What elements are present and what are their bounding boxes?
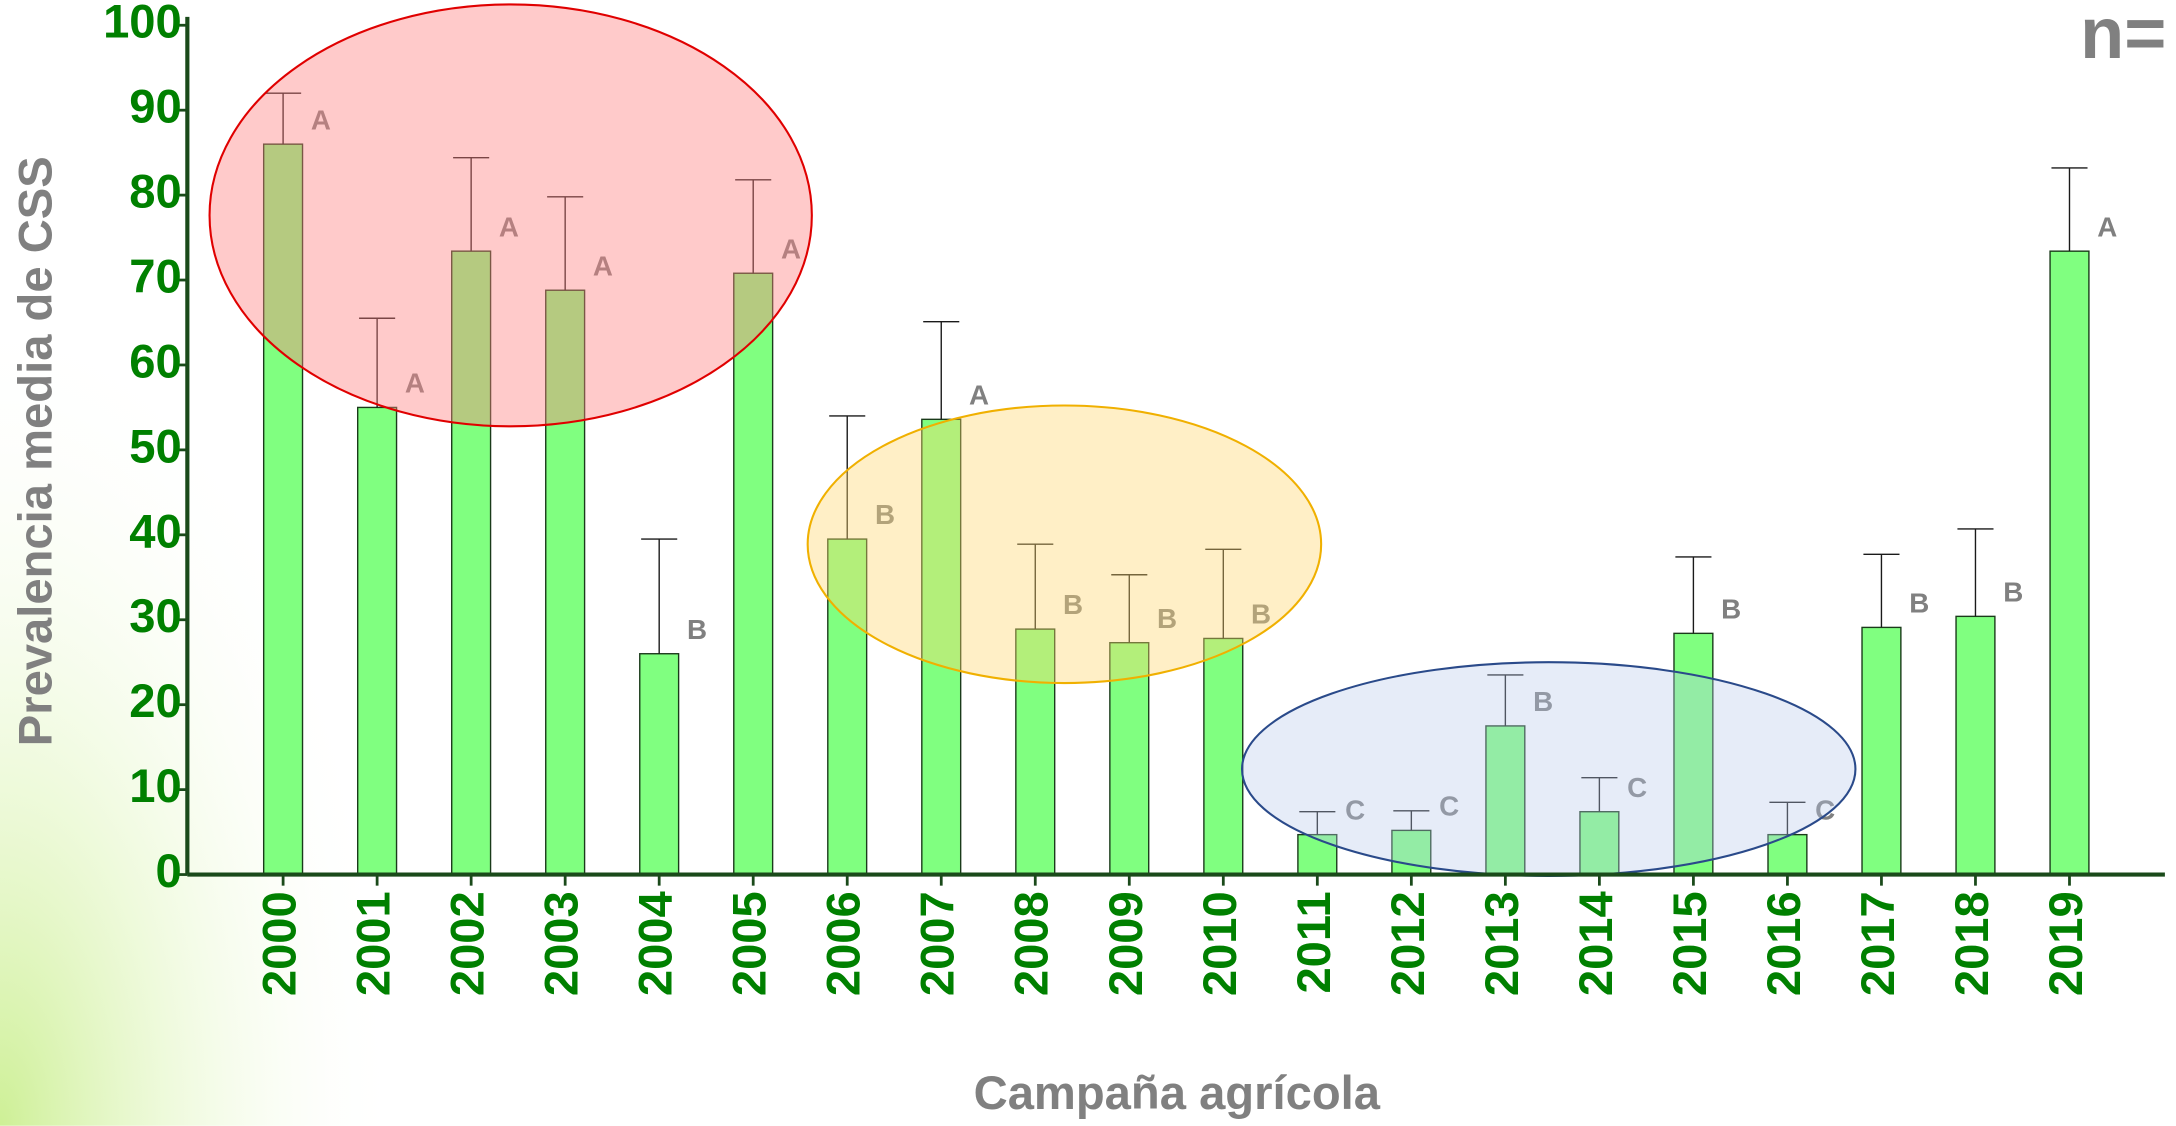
bar <box>357 406 398 876</box>
x-tick-label: 2018 <box>1945 891 1998 996</box>
x-tick-label: 2002 <box>441 891 494 996</box>
bar <box>1579 811 1620 876</box>
bar <box>1861 626 1902 876</box>
y-tick-label: 60 <box>129 334 181 387</box>
error-bar <box>641 538 678 654</box>
y-tick-label: 10 <box>129 759 181 812</box>
x-tick-label: 2017 <box>1851 891 1904 996</box>
x-tick-label: 2015 <box>1663 891 1716 996</box>
highlight-ellipse <box>806 404 1323 685</box>
error-bar <box>829 415 866 540</box>
group-letter: B <box>1251 599 1271 630</box>
bar <box>639 653 680 876</box>
group-letter: A <box>2097 211 2117 242</box>
error-bar <box>265 92 302 145</box>
x-tick-label: 2007 <box>911 891 964 996</box>
y-tick-label: 100 <box>103 0 182 48</box>
error-bar <box>1299 811 1336 835</box>
group-letter: C <box>1439 791 1459 822</box>
x-tick-label: 2016 <box>1757 891 1810 996</box>
error-bar <box>1205 548 1242 639</box>
error-bar <box>1675 556 1712 634</box>
x-tick-label: 2009 <box>1099 891 1152 996</box>
y-tick-label: 50 <box>129 419 181 472</box>
bar <box>262 143 304 876</box>
error-bar <box>1487 674 1524 726</box>
y-tick-label: 30 <box>129 589 181 642</box>
error-bar <box>1393 810 1430 831</box>
group-letter: B <box>2003 576 2023 607</box>
group-letter: B <box>1533 686 1553 717</box>
error-bar <box>1581 777 1618 812</box>
x-axis-title: Campaña agrícola <box>974 1066 1381 1119</box>
y-axis-title: Prevalencia media de CSS <box>8 156 61 746</box>
group-letter: B <box>1157 603 1177 634</box>
group-letter: B <box>875 499 895 530</box>
group-letter: B <box>1909 588 1929 619</box>
error-bar <box>547 196 584 291</box>
group-letter: A <box>969 379 989 410</box>
bar <box>1109 641 1150 876</box>
highlight-ellipse <box>1241 661 1857 877</box>
bar <box>1203 637 1244 876</box>
highlight-ellipse <box>208 3 813 428</box>
y-tick-label: 0 <box>156 844 182 897</box>
x-tick-label: 2005 <box>723 891 776 996</box>
bar <box>545 289 586 876</box>
y-tick-label: 20 <box>129 674 181 727</box>
group-letter: C <box>1627 772 1647 803</box>
x-tick-label: 2012 <box>1381 891 1434 996</box>
group-letter: B <box>687 614 707 645</box>
x-tick-label: 2010 <box>1193 891 1246 996</box>
group-letter: A <box>499 211 519 242</box>
error-bar <box>1769 801 1806 835</box>
y-tick-label: 70 <box>129 250 181 303</box>
error-bar <box>923 320 960 420</box>
x-tick-label: 2014 <box>1569 891 1622 996</box>
x-tick-label: 2011 <box>1287 891 1340 993</box>
corner-text: n= <box>2080 0 2166 74</box>
error-bar <box>453 157 490 252</box>
y-tick-label: 90 <box>129 80 181 133</box>
x-tick-label: 2001 <box>347 891 400 996</box>
group-letter: C <box>1345 795 1365 826</box>
error-bar <box>735 179 772 274</box>
error-bar <box>1957 528 1994 617</box>
bar <box>921 418 962 876</box>
bar <box>1485 725 1526 876</box>
x-tick-label: 2019 <box>2039 891 2092 996</box>
bar <box>827 538 868 876</box>
bar <box>451 250 492 876</box>
bar <box>1955 615 1996 876</box>
group-letter: B <box>1063 589 1083 620</box>
bar <box>733 272 774 876</box>
y-tick-label: 80 <box>129 165 181 218</box>
group-letter: A <box>311 104 331 135</box>
x-tick-label: 2006 <box>817 891 870 996</box>
error-bar <box>2051 167 2088 252</box>
x-tick-label: 2004 <box>629 891 682 996</box>
error-bar <box>1111 574 1148 643</box>
group-letter: B <box>1721 593 1741 624</box>
bar <box>2049 250 2090 876</box>
error-bar <box>1863 553 1900 628</box>
group-letter: A <box>405 368 425 399</box>
group-letter: A <box>781 233 801 264</box>
y-tick-label: 40 <box>129 504 181 557</box>
x-tick-label: 2008 <box>1005 891 1058 996</box>
x-tick-label: 2000 <box>253 891 306 996</box>
x-tick-label: 2003 <box>535 891 588 996</box>
error-bar <box>1017 543 1054 630</box>
bar <box>1015 628 1056 876</box>
error-bar <box>359 317 396 408</box>
group-letter: A <box>593 250 613 281</box>
x-tick-label: 2013 <box>1475 891 1528 996</box>
